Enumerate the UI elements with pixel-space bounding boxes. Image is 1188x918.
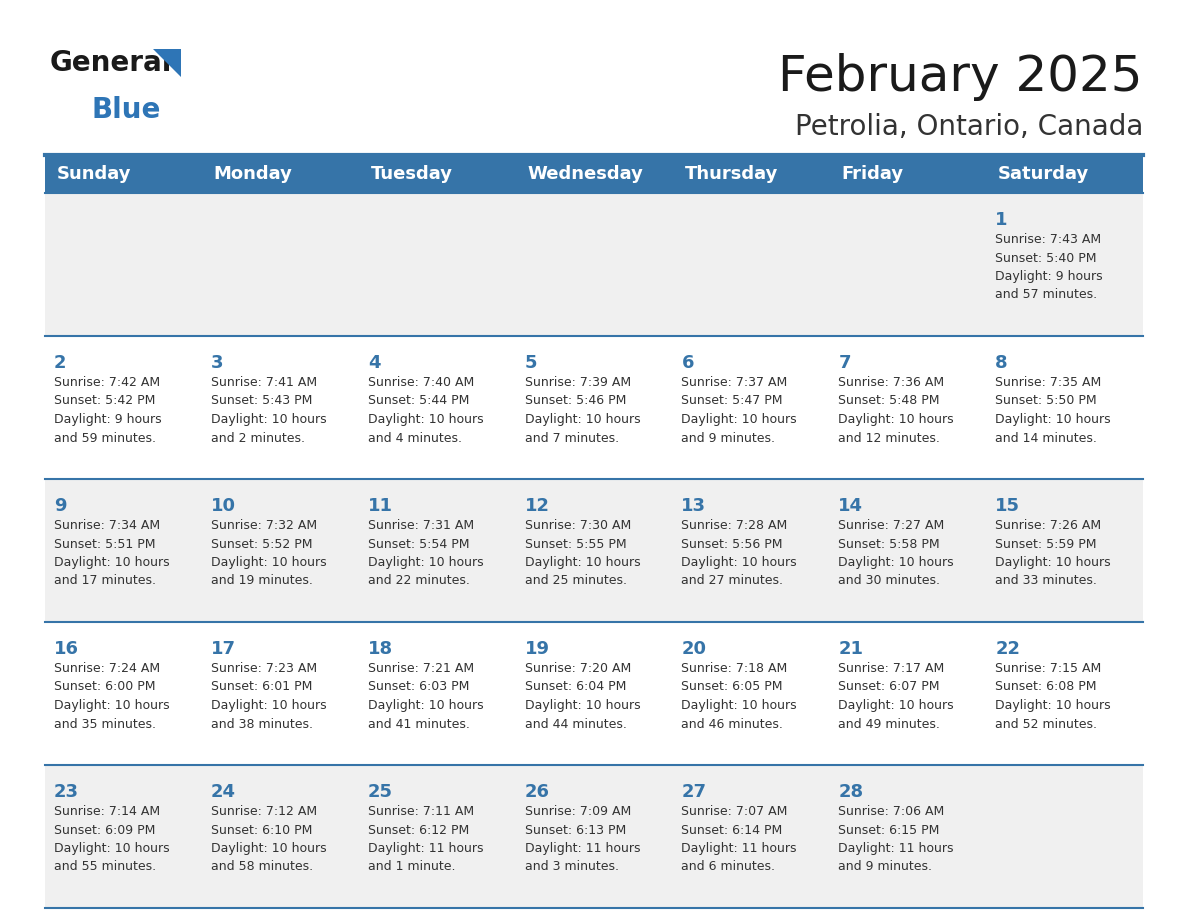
Text: 25: 25	[368, 783, 393, 801]
Text: Sunrise: 7:20 AM
Sunset: 6:04 PM
Daylight: 10 hours
and 44 minutes.: Sunrise: 7:20 AM Sunset: 6:04 PM Dayligh…	[525, 662, 640, 731]
Text: 21: 21	[839, 640, 864, 658]
Text: Monday: Monday	[214, 165, 292, 183]
Text: Sunrise: 7:21 AM
Sunset: 6:03 PM
Daylight: 10 hours
and 41 minutes.: Sunrise: 7:21 AM Sunset: 6:03 PM Dayligh…	[368, 662, 484, 731]
Text: 3: 3	[210, 354, 223, 372]
Bar	[45, 479, 1143, 622]
Text: Petrolia, Ontario, Canada: Petrolia, Ontario, Canada	[795, 113, 1143, 141]
Text: Sunrise: 7:15 AM
Sunset: 6:08 PM
Daylight: 10 hours
and 52 minutes.: Sunrise: 7:15 AM Sunset: 6:08 PM Dayligh…	[996, 662, 1111, 731]
Text: Thursday: Thursday	[684, 165, 778, 183]
Text: Sunrise: 7:14 AM
Sunset: 6:09 PM
Daylight: 10 hours
and 55 minutes.: Sunrise: 7:14 AM Sunset: 6:09 PM Dayligh…	[53, 805, 170, 874]
Bar	[45, 336, 1143, 479]
Bar	[45, 622, 1143, 765]
Bar	[45, 193, 1143, 336]
Text: 15: 15	[996, 497, 1020, 515]
Text: Sunrise: 7:35 AM
Sunset: 5:50 PM
Daylight: 10 hours
and 14 minutes.: Sunrise: 7:35 AM Sunset: 5:50 PM Dayligh…	[996, 376, 1111, 444]
Text: 14: 14	[839, 497, 864, 515]
Text: 13: 13	[682, 497, 707, 515]
Text: February 2025: February 2025	[778, 53, 1143, 101]
Text: Sunrise: 7:39 AM
Sunset: 5:46 PM
Daylight: 10 hours
and 7 minutes.: Sunrise: 7:39 AM Sunset: 5:46 PM Dayligh…	[525, 376, 640, 444]
Text: Sunrise: 7:09 AM
Sunset: 6:13 PM
Daylight: 11 hours
and 3 minutes.: Sunrise: 7:09 AM Sunset: 6:13 PM Dayligh…	[525, 805, 640, 874]
Text: Sunrise: 7:07 AM
Sunset: 6:14 PM
Daylight: 11 hours
and 6 minutes.: Sunrise: 7:07 AM Sunset: 6:14 PM Dayligh…	[682, 805, 797, 874]
Text: 12: 12	[525, 497, 550, 515]
Text: 19: 19	[525, 640, 550, 658]
Text: Blue: Blue	[91, 96, 162, 124]
Text: 11: 11	[368, 497, 393, 515]
Text: 2: 2	[53, 354, 67, 372]
Text: Sunrise: 7:37 AM
Sunset: 5:47 PM
Daylight: 10 hours
and 9 minutes.: Sunrise: 7:37 AM Sunset: 5:47 PM Dayligh…	[682, 376, 797, 444]
Text: 1: 1	[996, 211, 1007, 229]
Text: Sunrise: 7:23 AM
Sunset: 6:01 PM
Daylight: 10 hours
and 38 minutes.: Sunrise: 7:23 AM Sunset: 6:01 PM Dayligh…	[210, 662, 327, 731]
Text: Sunrise: 7:27 AM
Sunset: 5:58 PM
Daylight: 10 hours
and 30 minutes.: Sunrise: 7:27 AM Sunset: 5:58 PM Dayligh…	[839, 519, 954, 588]
Text: 6: 6	[682, 354, 694, 372]
Text: 7: 7	[839, 354, 851, 372]
Text: 10: 10	[210, 497, 236, 515]
Text: Sunrise: 7:41 AM
Sunset: 5:43 PM
Daylight: 10 hours
and 2 minutes.: Sunrise: 7:41 AM Sunset: 5:43 PM Dayligh…	[210, 376, 327, 444]
Text: Sunday: Sunday	[57, 165, 132, 183]
Text: 24: 24	[210, 783, 236, 801]
Text: 16: 16	[53, 640, 78, 658]
Text: Wednesday: Wednesday	[527, 165, 644, 183]
Text: General: General	[50, 49, 172, 77]
Polygon shape	[153, 49, 181, 77]
Text: 4: 4	[368, 354, 380, 372]
Text: 18: 18	[368, 640, 393, 658]
Text: 20: 20	[682, 640, 707, 658]
Text: Tuesday: Tuesday	[371, 165, 453, 183]
Text: Sunrise: 7:40 AM
Sunset: 5:44 PM
Daylight: 10 hours
and 4 minutes.: Sunrise: 7:40 AM Sunset: 5:44 PM Dayligh…	[368, 376, 484, 444]
Text: Sunrise: 7:34 AM
Sunset: 5:51 PM
Daylight: 10 hours
and 17 minutes.: Sunrise: 7:34 AM Sunset: 5:51 PM Dayligh…	[53, 519, 170, 588]
Text: 27: 27	[682, 783, 707, 801]
Text: Sunrise: 7:36 AM
Sunset: 5:48 PM
Daylight: 10 hours
and 12 minutes.: Sunrise: 7:36 AM Sunset: 5:48 PM Dayligh…	[839, 376, 954, 444]
Text: 17: 17	[210, 640, 236, 658]
Text: Sunrise: 7:24 AM
Sunset: 6:00 PM
Daylight: 10 hours
and 35 minutes.: Sunrise: 7:24 AM Sunset: 6:00 PM Dayligh…	[53, 662, 170, 731]
Text: Sunrise: 7:32 AM
Sunset: 5:52 PM
Daylight: 10 hours
and 19 minutes.: Sunrise: 7:32 AM Sunset: 5:52 PM Dayligh…	[210, 519, 327, 588]
Text: Sunrise: 7:28 AM
Sunset: 5:56 PM
Daylight: 10 hours
and 27 minutes.: Sunrise: 7:28 AM Sunset: 5:56 PM Dayligh…	[682, 519, 797, 588]
Text: Sunrise: 7:43 AM
Sunset: 5:40 PM
Daylight: 9 hours
and 57 minutes.: Sunrise: 7:43 AM Sunset: 5:40 PM Dayligh…	[996, 233, 1102, 301]
Text: Sunrise: 7:11 AM
Sunset: 6:12 PM
Daylight: 11 hours
and 1 minute.: Sunrise: 7:11 AM Sunset: 6:12 PM Dayligh…	[368, 805, 484, 874]
Bar	[45, 765, 1143, 908]
Text: 23: 23	[53, 783, 78, 801]
Text: Sunrise: 7:17 AM
Sunset: 6:07 PM
Daylight: 10 hours
and 49 minutes.: Sunrise: 7:17 AM Sunset: 6:07 PM Dayligh…	[839, 662, 954, 731]
Text: 28: 28	[839, 783, 864, 801]
Text: Sunrise: 7:31 AM
Sunset: 5:54 PM
Daylight: 10 hours
and 22 minutes.: Sunrise: 7:31 AM Sunset: 5:54 PM Dayligh…	[368, 519, 484, 588]
Bar	[45, 155, 1143, 193]
Text: Saturday: Saturday	[998, 165, 1089, 183]
Text: Sunrise: 7:42 AM
Sunset: 5:42 PM
Daylight: 9 hours
and 59 minutes.: Sunrise: 7:42 AM Sunset: 5:42 PM Dayligh…	[53, 376, 162, 444]
Text: 22: 22	[996, 640, 1020, 658]
Text: 26: 26	[525, 783, 550, 801]
Text: Friday: Friday	[841, 165, 903, 183]
Text: Sunrise: 7:12 AM
Sunset: 6:10 PM
Daylight: 10 hours
and 58 minutes.: Sunrise: 7:12 AM Sunset: 6:10 PM Dayligh…	[210, 805, 327, 874]
Text: 9: 9	[53, 497, 67, 515]
Text: Sunrise: 7:18 AM
Sunset: 6:05 PM
Daylight: 10 hours
and 46 minutes.: Sunrise: 7:18 AM Sunset: 6:05 PM Dayligh…	[682, 662, 797, 731]
Text: 5: 5	[525, 354, 537, 372]
Text: 8: 8	[996, 354, 1007, 372]
Text: Sunrise: 7:30 AM
Sunset: 5:55 PM
Daylight: 10 hours
and 25 minutes.: Sunrise: 7:30 AM Sunset: 5:55 PM Dayligh…	[525, 519, 640, 588]
Text: Sunrise: 7:06 AM
Sunset: 6:15 PM
Daylight: 11 hours
and 9 minutes.: Sunrise: 7:06 AM Sunset: 6:15 PM Dayligh…	[839, 805, 954, 874]
Text: Sunrise: 7:26 AM
Sunset: 5:59 PM
Daylight: 10 hours
and 33 minutes.: Sunrise: 7:26 AM Sunset: 5:59 PM Dayligh…	[996, 519, 1111, 588]
